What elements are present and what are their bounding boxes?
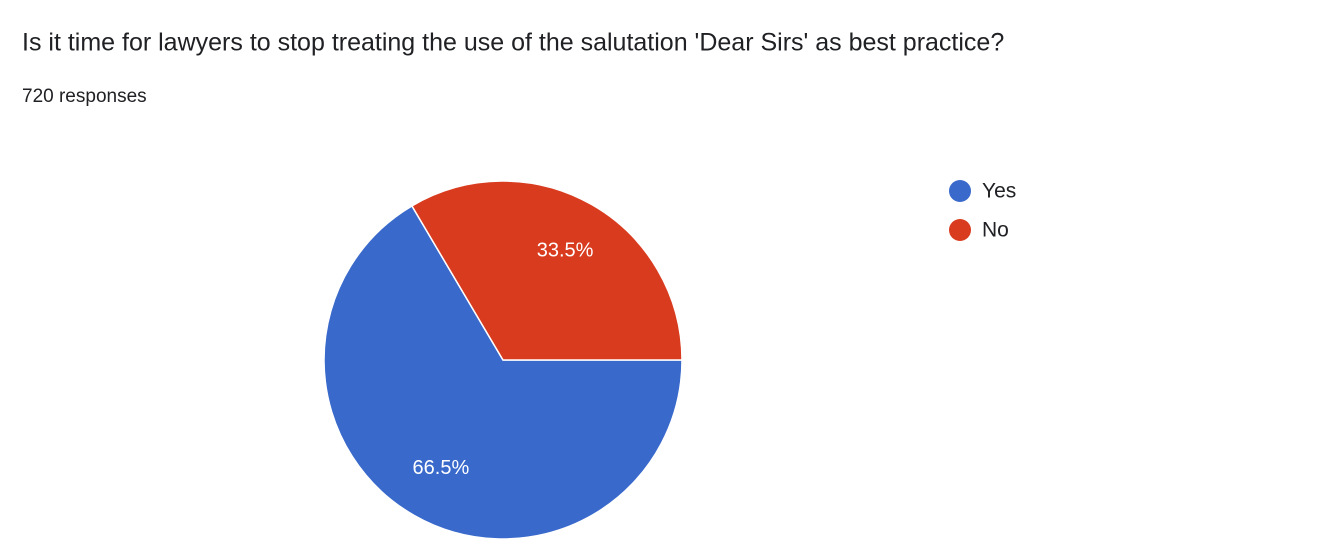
legend-label: No <box>982 219 1009 242</box>
slice-label: 33.5% <box>537 239 594 261</box>
pie-slice <box>323 204 683 540</box>
legend-label: Yes <box>982 180 1016 203</box>
pie-slice <box>410 180 683 361</box>
chart-title: Is it time for lawyers to stop treating … <box>22 29 1004 57</box>
legend-swatch <box>949 180 971 202</box>
chart-subtitle: 720 responses <box>22 86 147 107</box>
slice-label: 66.5% <box>413 457 470 479</box>
legend-swatch <box>949 219 971 241</box>
